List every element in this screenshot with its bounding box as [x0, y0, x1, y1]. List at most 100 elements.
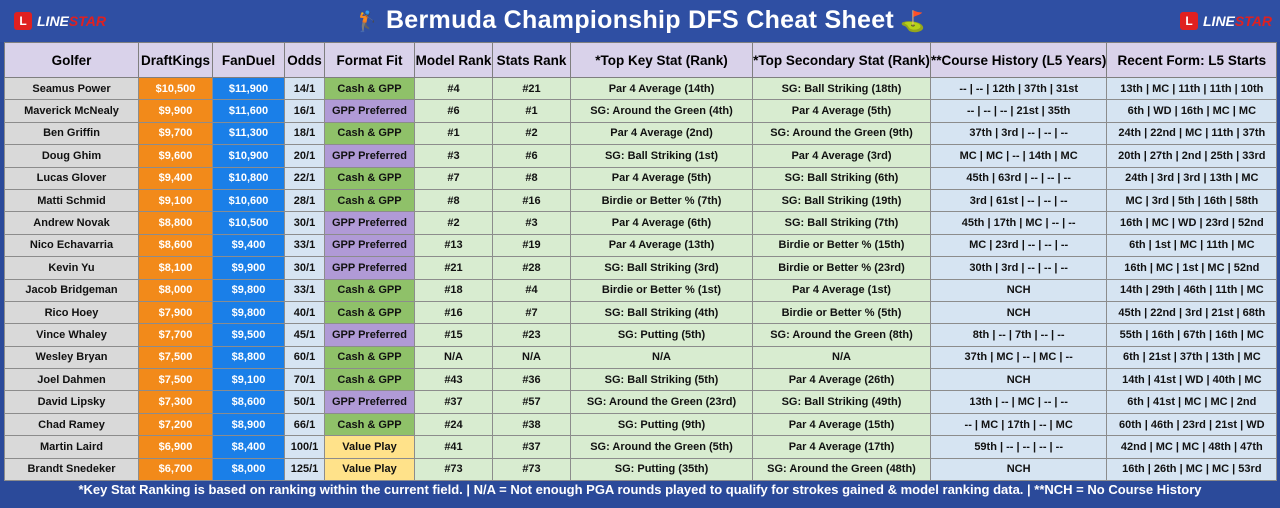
model-rank-cell: #18: [414, 278, 493, 302]
model-rank-cell: #2: [414, 211, 493, 235]
format-fit-badge: Cash & GPP: [324, 76, 415, 101]
golfer-cell: Matti Schmid: [4, 188, 139, 213]
top-secondary-stat-cell: SG: Ball Striking (6th): [752, 166, 931, 190]
format-fit-badge: Cash & GPP: [324, 278, 415, 302]
table-row: Lucas Glover $9,400 $10,800 22/1 Cash & GPP #…: [4, 166, 1278, 190]
course-history-cell: 37th | MC | -- | MC | --: [929, 345, 1108, 370]
draftkings-salary-cell: $9,400: [138, 166, 213, 190]
odds-cell: 60/1: [284, 345, 325, 370]
format-fit-badge: Cash & GPP: [324, 121, 415, 146]
model-rank-cell: #3: [414, 144, 493, 168]
course-history-cell: NCH: [929, 368, 1108, 392]
odds-cell: 100/1: [284, 435, 325, 459]
format-fit-badge: GPP Preferred: [324, 233, 415, 258]
draftkings-salary-cell: $7,700: [138, 323, 213, 347]
odds-cell: 50/1: [284, 390, 325, 414]
table-row: Wesley Bryan $7,500 $8,800 60/1 Cash & GPP N/…: [4, 345, 1278, 370]
table-row: Joel Dahmen $7,500 $9,100 70/1 Cash & GPP #43…: [4, 368, 1278, 392]
recent-form-cell: 16th | 26th | MC | MC | 53rd: [1106, 457, 1278, 482]
top-secondary-stat-cell: SG: Ball Striking (18th): [752, 76, 931, 101]
odds-cell: 14/1: [284, 76, 325, 101]
odds-cell: 40/1: [284, 300, 325, 325]
draftkings-salary-cell: $9,100: [138, 188, 213, 213]
stats-rank-cell: #2: [492, 121, 571, 146]
top-secondary-stat-cell: Birdie or Better % (5th): [752, 300, 931, 325]
table-row: Doug Ghim $9,600 $10,900 20/1 GPP Preferred #…: [4, 144, 1278, 168]
top-secondary-stat-cell: SG: Ball Striking (7th): [752, 211, 931, 235]
golfer-cell: Brandt Snedeker: [4, 457, 139, 482]
format-fit-badge: Cash & GPP: [324, 368, 415, 392]
top-key-stat-cell: SG: Ball Striking (1st): [570, 144, 753, 168]
format-fit-badge: GPP Preferred: [324, 211, 415, 235]
column-header-odds: Odds: [284, 42, 325, 78]
page-title-wrap: 🏌 Bermuda Championship DFS Cheat Sheet ⛳: [0, 6, 1280, 35]
top-secondary-stat-cell: SG: Around the Green (8th): [752, 323, 931, 347]
golfer-icon: 🏌: [354, 10, 380, 33]
stats-rank-cell: #38: [492, 412, 571, 437]
stats-rank-cell: #1: [492, 99, 571, 123]
model-rank-cell: #43: [414, 368, 493, 392]
course-history-cell: -- | -- | 12th | 37th | 31st: [929, 76, 1108, 101]
draftkings-salary-cell: $6,900: [138, 435, 213, 459]
golfer-cell: Andrew Novak: [4, 211, 139, 235]
recent-form-cell: 24th | 3rd | 3rd | 13th | MC: [1106, 166, 1278, 190]
column-header-recent-form: Recent Form: L5 Starts: [1106, 42, 1278, 78]
fanduel-salary-cell: $10,500: [212, 211, 285, 235]
fanduel-salary-cell: $9,100: [212, 368, 285, 392]
format-fit-badge: Cash & GPP: [324, 412, 415, 437]
column-header-fanduel: FanDuel: [212, 42, 285, 78]
recent-form-cell: 24th | 22nd | MC | 11th | 37th: [1106, 121, 1278, 146]
top-secondary-stat-cell: SG: Ball Striking (49th): [752, 390, 931, 414]
table-row: Nico Echavarria $8,600 $9,400 33/1 GPP Prefe…: [4, 233, 1278, 258]
course-history-cell: NCH: [929, 278, 1108, 302]
course-history-cell: NCH: [929, 457, 1108, 482]
course-history-cell: 8th | -- | 7th | -- | --: [929, 323, 1108, 347]
table-header-row: Golfer DraftKings FanDuel Odds Format Fit Mod…: [4, 42, 1278, 78]
top-key-stat-cell: N/A: [570, 345, 753, 370]
stats-rank-cell: #28: [492, 256, 571, 280]
odds-cell: 70/1: [284, 368, 325, 392]
table-row: Jacob Bridgeman $8,000 $9,800 33/1 Cash & GP…: [4, 278, 1278, 302]
course-history-cell: -- | -- | -- | 21st | 35th: [929, 99, 1108, 123]
table-body: Seamus Power $10,500 $11,900 14/1 Cash & GPP…: [4, 76, 1278, 482]
recent-form-cell: 55th | 16th | 67th | 16th | MC: [1106, 323, 1278, 347]
brand-name-part: STAR: [68, 13, 106, 29]
fanduel-salary-cell: $10,900: [212, 144, 285, 168]
top-key-stat-cell: Birdie or Better % (7th): [570, 188, 753, 213]
draftkings-salary-cell: $9,900: [138, 99, 213, 123]
draftkings-salary-cell: $7,200: [138, 412, 213, 437]
top-key-stat-cell: SG: Around the Green (4th): [570, 99, 753, 123]
model-rank-cell: #41: [414, 435, 493, 459]
format-fit-badge: GPP Preferred: [324, 256, 415, 280]
draftkings-salary-cell: $7,500: [138, 368, 213, 392]
table-row: Martin Laird $6,900 $8,400 100/1 Value Play #…: [4, 435, 1278, 459]
stats-rank-cell: #16: [492, 188, 571, 213]
model-rank-cell: #1: [414, 121, 493, 146]
stats-rank-cell: N/A: [492, 345, 571, 370]
format-fit-badge: GPP Preferred: [324, 144, 415, 168]
draftkings-salary-cell: $9,700: [138, 121, 213, 146]
odds-cell: 22/1: [284, 166, 325, 190]
golfer-cell: Nico Echavarria: [4, 233, 139, 258]
recent-form-cell: 42nd | MC | MC | 48th | 47th: [1106, 435, 1278, 459]
recent-form-cell: 20th | 27th | 2nd | 25th | 33rd: [1106, 144, 1278, 168]
top-key-stat-cell: Par 4 Average (13th): [570, 233, 753, 258]
draftkings-salary-cell: $8,800: [138, 211, 213, 235]
column-header-course-history: **Course History (L5 Years): [929, 42, 1108, 78]
top-secondary-stat-cell: Par 4 Average (17th): [752, 435, 931, 459]
top-secondary-stat-cell: SG: Around the Green (48th): [752, 457, 931, 482]
top-secondary-stat-cell: Par 4 Average (15th): [752, 412, 931, 437]
stats-rank-cell: #6: [492, 144, 571, 168]
fanduel-salary-cell: $11,900: [212, 76, 285, 101]
top-secondary-stat-cell: Par 4 Average (5th): [752, 99, 931, 123]
course-history-cell: 37th | 3rd | -- | -- | --: [929, 121, 1108, 146]
column-header-format-fit: Format Fit: [324, 42, 415, 78]
top-key-stat-cell: SG: Putting (9th): [570, 412, 753, 437]
format-fit-badge: Cash & GPP: [324, 345, 415, 370]
top-secondary-stat-cell: Birdie or Better % (23rd): [752, 256, 931, 280]
recent-form-cell: 6th | 1st | MC | 11th | MC: [1106, 233, 1278, 258]
top-secondary-stat-cell: SG: Around the Green (9th): [752, 121, 931, 146]
fanduel-salary-cell: $8,600: [212, 390, 285, 414]
brand-name-part: LINE: [1203, 13, 1235, 29]
course-history-cell: 30th | 3rd | -- | -- | --: [929, 256, 1108, 280]
